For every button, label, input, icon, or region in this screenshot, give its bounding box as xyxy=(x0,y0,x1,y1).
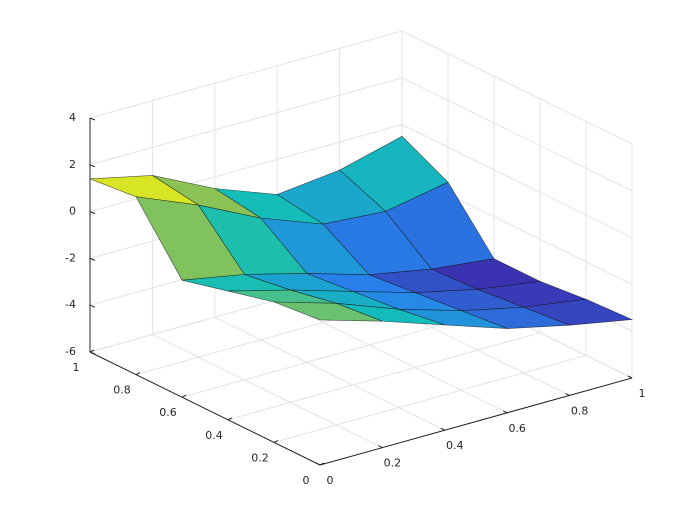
grid-line xyxy=(401,77,633,192)
y-tick-label: 0 xyxy=(303,474,310,487)
x-tick-label: 0.4 xyxy=(446,439,464,452)
surface-patch xyxy=(273,301,383,322)
y-tick-label: 0.6 xyxy=(159,406,177,419)
x-tick xyxy=(378,445,383,449)
z-tick xyxy=(89,351,96,355)
grid-line xyxy=(214,316,446,431)
y-tick-label: 0.4 xyxy=(205,429,223,442)
z-tick-label: 2 xyxy=(69,158,76,171)
x-tick xyxy=(440,427,446,431)
y-tick-label: 1 xyxy=(73,361,80,374)
z-tick-label: -4 xyxy=(65,298,76,311)
x-tick xyxy=(315,462,321,466)
y-axis xyxy=(89,351,321,466)
y-tick xyxy=(135,372,141,376)
grid-line xyxy=(273,354,587,443)
x-tick xyxy=(627,375,633,379)
y-tick-label: 0.2 xyxy=(251,451,269,464)
y-tick xyxy=(227,417,233,421)
x-tick-label: 0.8 xyxy=(571,404,589,417)
y-tick xyxy=(181,394,187,398)
z-tick-label: -6 xyxy=(65,345,76,358)
z-tick-label: -2 xyxy=(65,251,76,264)
y-tick xyxy=(89,349,95,353)
z-tick xyxy=(89,211,96,215)
x-tick-label: 0.6 xyxy=(508,422,526,435)
grid-line xyxy=(89,30,403,119)
grid-line xyxy=(276,299,508,414)
z-tick xyxy=(89,257,96,261)
z-tick xyxy=(89,304,96,308)
x-tick-label: 0.2 xyxy=(384,457,402,470)
x-tick xyxy=(565,392,570,396)
x-axis xyxy=(319,377,633,466)
grid-line xyxy=(401,124,633,239)
z-tick-label: 4 xyxy=(69,111,76,124)
x-tick-label: 0 xyxy=(327,474,334,487)
x-tick-label: 1 xyxy=(639,387,646,400)
z-tick xyxy=(89,164,96,168)
y-tick xyxy=(319,462,325,466)
grid-line xyxy=(152,334,383,449)
y-tick xyxy=(273,439,279,443)
x-tick xyxy=(502,410,508,414)
grid-line xyxy=(89,77,403,166)
z-tick xyxy=(89,117,96,121)
grid-line xyxy=(227,332,541,421)
y-tick-label: 0.8 xyxy=(113,384,131,397)
z-tick-label: 0 xyxy=(69,205,76,218)
grid-line xyxy=(401,30,633,145)
